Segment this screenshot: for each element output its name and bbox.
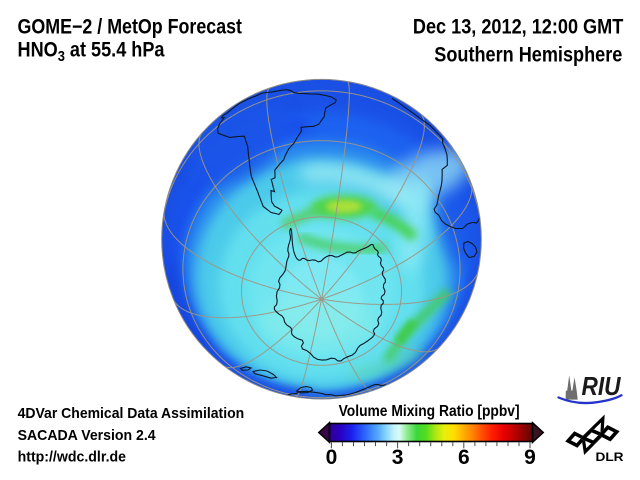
svg-text:Southern Hemisphere: Southern Hemisphere [434, 44, 622, 67]
svg-text:9: 9 [524, 446, 536, 469]
svg-text:6: 6 [458, 446, 470, 469]
svg-text:3: 3 [392, 446, 404, 469]
svg-text:Volume Mixing Ratio [ppbv]: Volume Mixing Ratio [ppbv] [339, 403, 520, 420]
svg-text:HNO3 at 55.4 hPa: HNO3 at 55.4 hPa [18, 38, 166, 64]
svg-text:0: 0 [326, 446, 338, 469]
svg-text:DLR: DLR [596, 452, 625, 464]
svg-text:RIU: RIU [582, 371, 622, 401]
svg-text:http://wdc.dlr.de: http://wdc.dlr.de [18, 448, 126, 465]
svg-text:GOME−2 / MetOp Forecast: GOME−2 / MetOp Forecast [18, 15, 243, 38]
svg-text:Dec 13, 2012, 12:00 GMT: Dec 13, 2012, 12:00 GMT [413, 16, 624, 39]
svg-text:SACADA Version 2.4: SACADA Version 2.4 [18, 427, 157, 444]
svg-text:4DVar Chemical Data Assimilati: 4DVar Chemical Data Assimilation [18, 405, 245, 422]
